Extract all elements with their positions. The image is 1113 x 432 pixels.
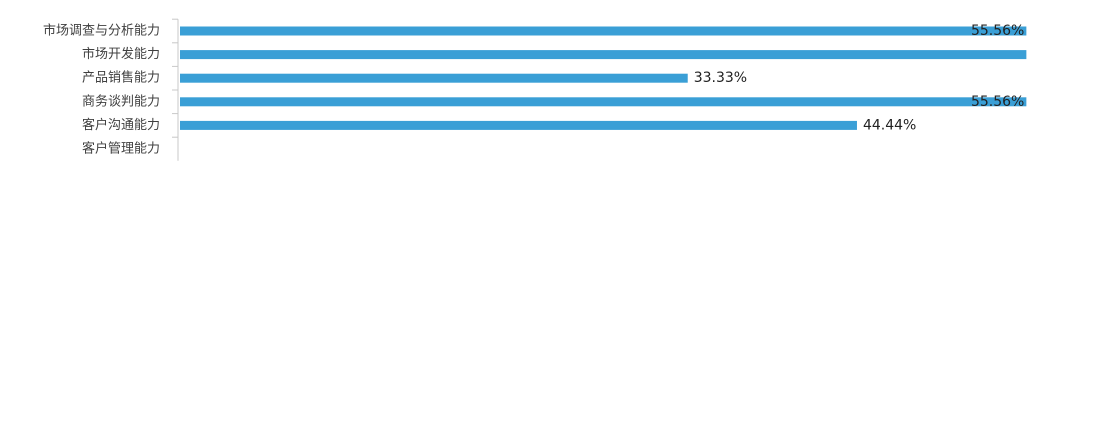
y-tick-label: 客户管理能力 bbox=[82, 141, 160, 157]
bar bbox=[180, 97, 1027, 107]
y-tick-label: 商务谈判能力 bbox=[82, 93, 160, 109]
value-label: 55.56% bbox=[971, 23, 1024, 39]
bar bbox=[180, 26, 1027, 36]
y-tick-label: 市场调查与分析能力 bbox=[43, 23, 160, 39]
y-tick-label: 客户沟通能力 bbox=[82, 117, 160, 133]
value-label: 44.44% bbox=[863, 117, 916, 133]
bar bbox=[180, 50, 1027, 60]
y-tick-label: 市场开发能力 bbox=[82, 46, 160, 62]
y-tick-label: 产品销售能力 bbox=[82, 70, 160, 86]
value-label: 33.33% bbox=[694, 70, 747, 86]
value-label: 55.56% bbox=[971, 94, 1024, 110]
bar bbox=[180, 73, 688, 83]
bar bbox=[180, 120, 857, 130]
